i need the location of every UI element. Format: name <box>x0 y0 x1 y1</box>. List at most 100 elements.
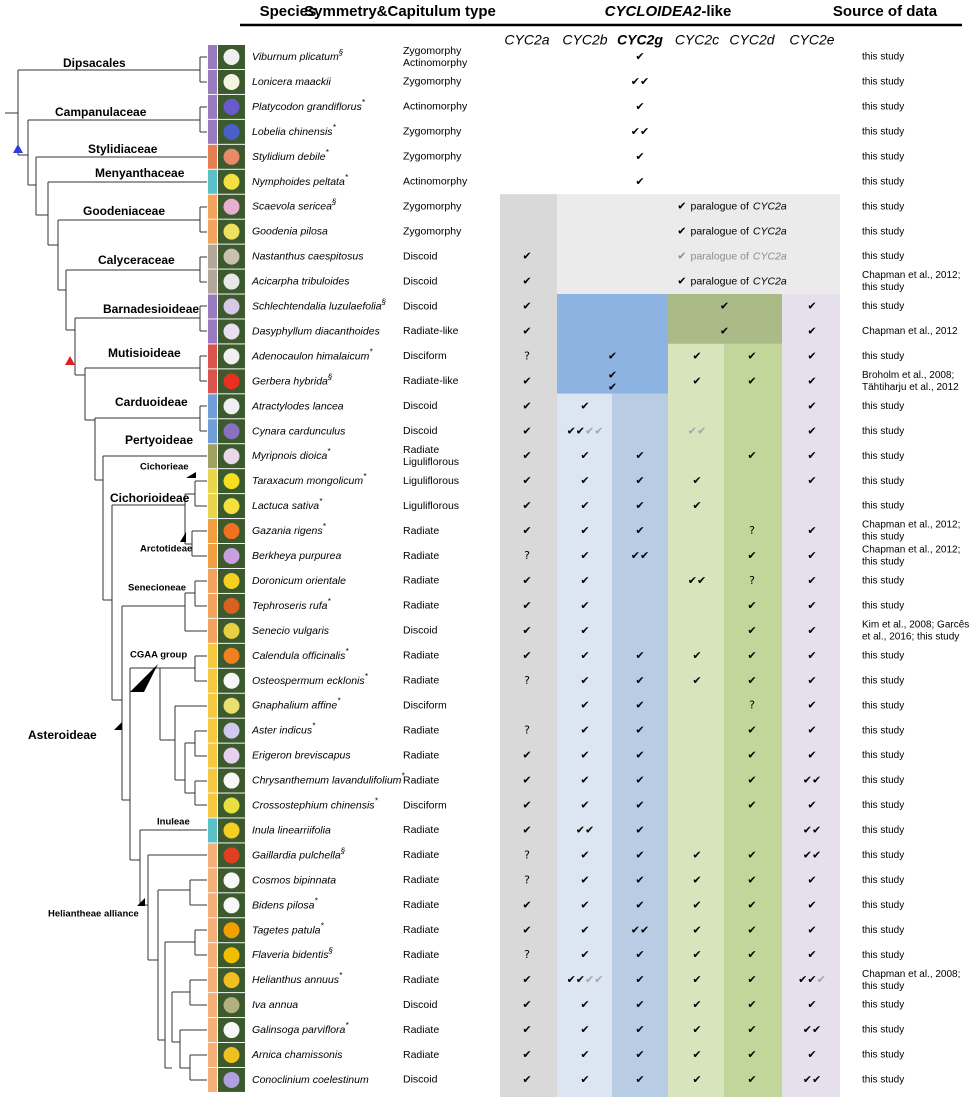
gene-call: ✔ <box>522 624 531 637</box>
source: this study <box>862 875 904 886</box>
gene-call: ✔ <box>580 524 589 537</box>
column-backgrounds <box>500 194 840 1097</box>
clade-color-strip <box>208 419 217 444</box>
source: this study <box>862 251 904 262</box>
gene-call: ✔ <box>807 724 816 737</box>
gene-call: ✔ <box>635 873 644 886</box>
source: this study <box>862 1050 904 1061</box>
species-name: Calendula officinalis* <box>252 647 349 662</box>
source: Chapman et al., 2008; <box>862 969 960 980</box>
species-photo-flower <box>223 398 240 415</box>
gene-call: ✔ <box>522 300 531 313</box>
symmetry: Radiate <box>403 849 439 861</box>
species-text: Osteospermum ecklonis <box>252 675 365 687</box>
source: this study <box>862 532 904 543</box>
gene-call: ✔ <box>747 799 756 812</box>
species-text: Gaillardia pulchella <box>252 849 341 861</box>
marker-triangle <box>137 898 145 906</box>
gene-call: ✔ <box>635 1048 644 1061</box>
gene-call: ✔ <box>807 898 816 911</box>
species-mark: § <box>327 946 333 955</box>
header-group-italic: CYCLOIDEA2 <box>605 3 702 20</box>
column-shade <box>557 194 840 294</box>
source: this study <box>862 301 904 312</box>
species-name: Arnica chamissonis <box>251 1049 343 1061</box>
marker-triangle <box>186 472 196 478</box>
gene-call: ✔ <box>635 1073 644 1086</box>
gene-call: ✔ <box>580 574 589 587</box>
source: this study <box>862 451 904 462</box>
gene-call: ✔ <box>580 774 589 787</box>
gene-call: ✔ <box>747 898 756 911</box>
species-name: Aster indicus* <box>251 722 316 737</box>
header-symmetry: Symmetry&Capitulum type <box>304 3 496 20</box>
gene-call: ✔ <box>635 449 644 462</box>
gene-call: ✔ <box>747 649 756 662</box>
gene-call: ✔ <box>807 449 816 462</box>
source: Chapman et al., 2012; <box>862 545 960 556</box>
gene-header: CYC2d <box>729 32 775 48</box>
symmetry: Actinomorphy <box>403 101 468 113</box>
species-name: Adenocaulon himalaicum* <box>251 348 373 363</box>
gene-header: CYC2b <box>562 32 607 48</box>
paralogue-note: ✔ paralogue of CYC2a <box>677 250 787 263</box>
source: this study <box>862 282 904 293</box>
species-text: Conoclinium coelestinum <box>252 1074 369 1086</box>
clade-label: Calyceraceae <box>98 253 175 267</box>
species-name: Gnaphalium affine* <box>252 697 341 712</box>
source: this study <box>862 900 904 911</box>
gene-call: ? <box>524 848 530 861</box>
species-name: Erigeron breviscapus <box>252 749 351 761</box>
symmetry: Radiate <box>403 1024 439 1036</box>
source: this study <box>862 52 904 63</box>
gene-header: CYC2e <box>789 32 834 48</box>
clade-color-strip <box>208 843 217 868</box>
species-name: Nastanthus caespitosus <box>252 250 364 262</box>
gene-call: ✔ <box>522 1073 531 1086</box>
species-text: Dasyphyllum diacanthoides <box>252 325 381 337</box>
gene-call: ✔ <box>522 1023 531 1036</box>
gene-call: ✔ <box>522 799 531 812</box>
paralogue-gene: CYC2a <box>753 275 787 287</box>
gene-call-solid: ✔✔ <box>567 424 585 437</box>
species-text: Helianthus annuus <box>252 974 340 986</box>
species-photo-flower <box>223 223 240 240</box>
clade-color-strip <box>208 618 217 643</box>
clade-label: CGAA group <box>130 650 187 661</box>
gene-call: ? <box>524 724 530 737</box>
gene-call: ✔ <box>580 873 589 886</box>
gene-call: ? <box>749 699 755 712</box>
species-name: Bidens pilosa* <box>252 896 318 911</box>
gene-call: ✔ <box>635 474 644 487</box>
gene-call: ✔ <box>807 624 816 637</box>
gene-call: ✔✔ <box>688 574 706 587</box>
gene-call: ✔ <box>522 973 531 986</box>
gene-call: ✔ <box>747 948 756 961</box>
species-text: Berkheya purpurea <box>252 550 341 562</box>
species-photo-flower <box>223 897 240 914</box>
source: this study <box>862 476 904 487</box>
species-text: Inula linearriifolia <box>252 824 331 836</box>
species-mark: * <box>337 697 341 706</box>
gene-call: ✔ <box>580 449 589 462</box>
gene-call: ? <box>524 674 530 687</box>
gene-call: ✔ <box>635 1023 644 1036</box>
source: Chapman et al., 2012; <box>862 520 960 531</box>
gene-call: ✔ <box>580 724 589 737</box>
gene-call: ✔ <box>692 1023 701 1036</box>
species-text: Aster indicus <box>251 724 313 736</box>
symmetry: Zygomorphy <box>403 151 462 163</box>
species-photo-flower <box>223 697 240 714</box>
species-photo-flower <box>223 1071 240 1088</box>
species-photo-flower <box>223 498 240 515</box>
gene-call: ✔ <box>720 324 729 337</box>
symmetry: Actinomorphy <box>403 57 468 69</box>
clade-color-strip <box>208 519 217 544</box>
species-name: Osteospermum ecklonis* <box>252 672 369 687</box>
clade-color-strip <box>208 643 217 668</box>
species-mark: * <box>314 896 318 905</box>
gene-call: ✔ <box>807 998 816 1011</box>
gene-call: ✔✔ <box>631 125 649 138</box>
species-name: Stylidium debile* <box>252 148 330 163</box>
clade-label: Mutisioideae <box>108 346 181 360</box>
